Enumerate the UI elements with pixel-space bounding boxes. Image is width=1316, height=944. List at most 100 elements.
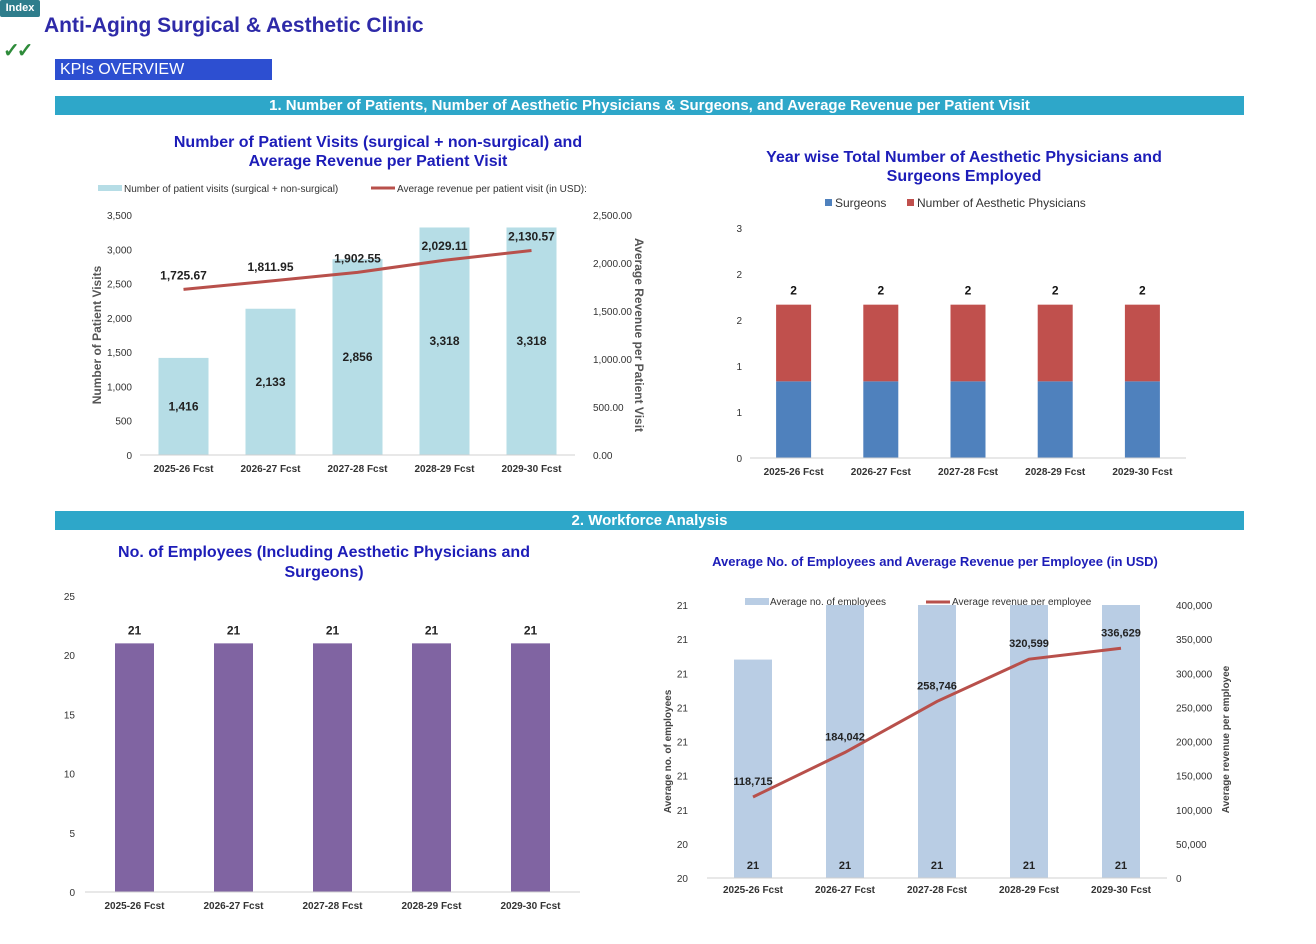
section-1-band: 1. Number of Patients, Number of Aesthet… [55,96,1244,115]
bar-data-label: 21 [1115,860,1127,872]
total-data-label: 2 [877,284,884,298]
employees-bar [511,643,550,892]
line-data-label: 118,715 [733,776,772,788]
y2-tick-label: 1,500.00 [593,307,632,318]
section-2-band: 2. Workforce Analysis [55,511,1244,530]
legend-swatch [907,199,914,206]
bar-data-label: 21 [227,623,241,637]
x-tick-label: 2029-30 Fcst [1112,467,1173,478]
y2-tick-label: 0.00 [593,451,613,462]
employees-bar [313,643,352,892]
y2-tick-label: 100,000 [1176,806,1213,817]
y2-tick-label: 200,000 [1176,738,1213,749]
physicians-bar [1124,304,1160,382]
bar-data-label: 2,856 [342,350,372,364]
y-tick-label: 10 [64,770,76,781]
y-tick-label: 21 [677,669,689,680]
y-tick-label: 20 [677,874,689,885]
legend-label: Number of patient visits (surgical + non… [124,184,338,195]
physicians-surgeons-chart: Year wise Total Number of Aesthetic Phys… [736,149,1186,478]
y-tick-label: 500 [115,417,132,428]
physicians-bar [863,304,899,382]
x-tick-label: 2026-27 Fcst [851,467,912,478]
y-tick-label: 21 [677,601,689,612]
patient-visits-bar [158,357,209,455]
y-tick-label: 20 [64,651,76,662]
line-data-label: 1,811.95 [247,260,293,274]
total-data-label: 2 [790,284,797,298]
surgeons-bar [950,381,986,458]
index-button[interactable]: Index [0,0,40,17]
chart-title: Average Revenue per Patient Visit [249,153,508,170]
bar-data-label: 21 [931,860,943,872]
line-data-label: 184,042 [825,731,865,743]
chart-title: Surgeons Employed [887,168,1042,185]
line-data-label: 1,902.55 [334,251,381,265]
y2-axis-label: Average Revenue per Patient Visit [632,238,646,432]
x-tick-label: 2029-30 Fcst [500,901,561,912]
x-tick-label: 2027-28 Fcst [938,467,999,478]
surgeons-bar [776,381,812,458]
x-tick-label: 2029-30 Fcst [1091,885,1152,896]
chart-title: Year wise Total Number of Aesthetic Phys… [766,149,1162,166]
y-tick-label: 2,000 [107,314,132,325]
bar-data-label: 21 [128,623,142,637]
chart-title: Average No. of Employees and Average Rev… [712,554,1158,569]
physicians-bar [950,304,986,382]
chart-title: Number of Patient Visits (surgical + non… [174,134,582,151]
patient-visits-bar [506,227,557,455]
y-tick-label: 1 [736,408,742,419]
x-tick-label: 2025-26 Fcst [104,901,165,912]
y2-tick-label: 500.00 [593,403,624,414]
y-tick-label: 20 [677,840,689,851]
legend-label: Surgeons [835,196,886,210]
y-tick-label: 1,500 [107,348,132,359]
bar-data-label: 21 [839,860,851,872]
x-tick-label: 2028-29 Fcst [401,901,462,912]
y2-tick-label: 250,000 [1176,703,1213,714]
avg-employees-bar [1102,605,1140,878]
patient-visits-chart: Number of Patient Visits (surgical + non… [90,134,646,475]
x-tick-label: 2026-27 Fcst [815,885,876,896]
physicians-bar [776,304,812,382]
legend-swatch [745,598,769,605]
y2-tick-label: 400,000 [1176,601,1213,612]
line-data-label: 2,130.57 [508,229,555,243]
y-tick-label: 0 [736,454,742,465]
avg-employees-bar [734,659,772,878]
y-tick-label: 21 [677,703,689,714]
line-data-label: 1,725.67 [160,268,207,282]
total-data-label: 2 [965,284,972,298]
y-tick-label: 1,000 [107,382,132,393]
y2-tick-label: 2,000.00 [593,259,632,270]
surgeons-bar [863,381,899,458]
bar-data-label: 1,416 [168,399,198,413]
employees-chart: No. of Employees (Including Aesthetic Ph… [64,544,580,912]
x-tick-label: 2029-30 Fcst [501,464,562,475]
bar-data-label: 2,133 [255,375,285,389]
line-data-label: 336,629 [1101,627,1141,639]
y2-tick-label: 350,000 [1176,635,1213,646]
total-data-label: 2 [1139,284,1146,298]
legend-label: Average no. of employees [770,597,886,608]
avg-employees-bar [918,605,956,878]
y2-tick-label: 50,000 [1176,840,1207,851]
y2-tick-label: 2,500.00 [593,211,632,222]
avg-employees-bar [826,605,864,878]
legend-label: Average revenue per patient visit (in US… [397,184,587,195]
patient-visits-bar [332,259,383,455]
chart-title: No. of Employees (Including Aesthetic Ph… [118,544,530,561]
y-tick-label: 3 [736,224,742,235]
line-data-label: 258,746 [917,680,957,692]
avg-revenue-per-employee-line [752,646,1122,799]
y2-tick-label: 150,000 [1176,772,1213,783]
y-tick-label: 5 [69,829,75,840]
kpi-overview-label: KPIs OVERVIEW [55,59,272,80]
y-tick-label: 21 [677,635,689,646]
x-tick-label: 2025-26 Fcst [764,467,825,478]
x-tick-label: 2025-26 Fcst [153,464,214,475]
y-tick-label: 21 [677,806,689,817]
y2-tick-label: 1,000.00 [593,355,632,366]
y-tick-label: 2 [736,316,742,327]
y-tick-label: 1 [736,362,742,373]
